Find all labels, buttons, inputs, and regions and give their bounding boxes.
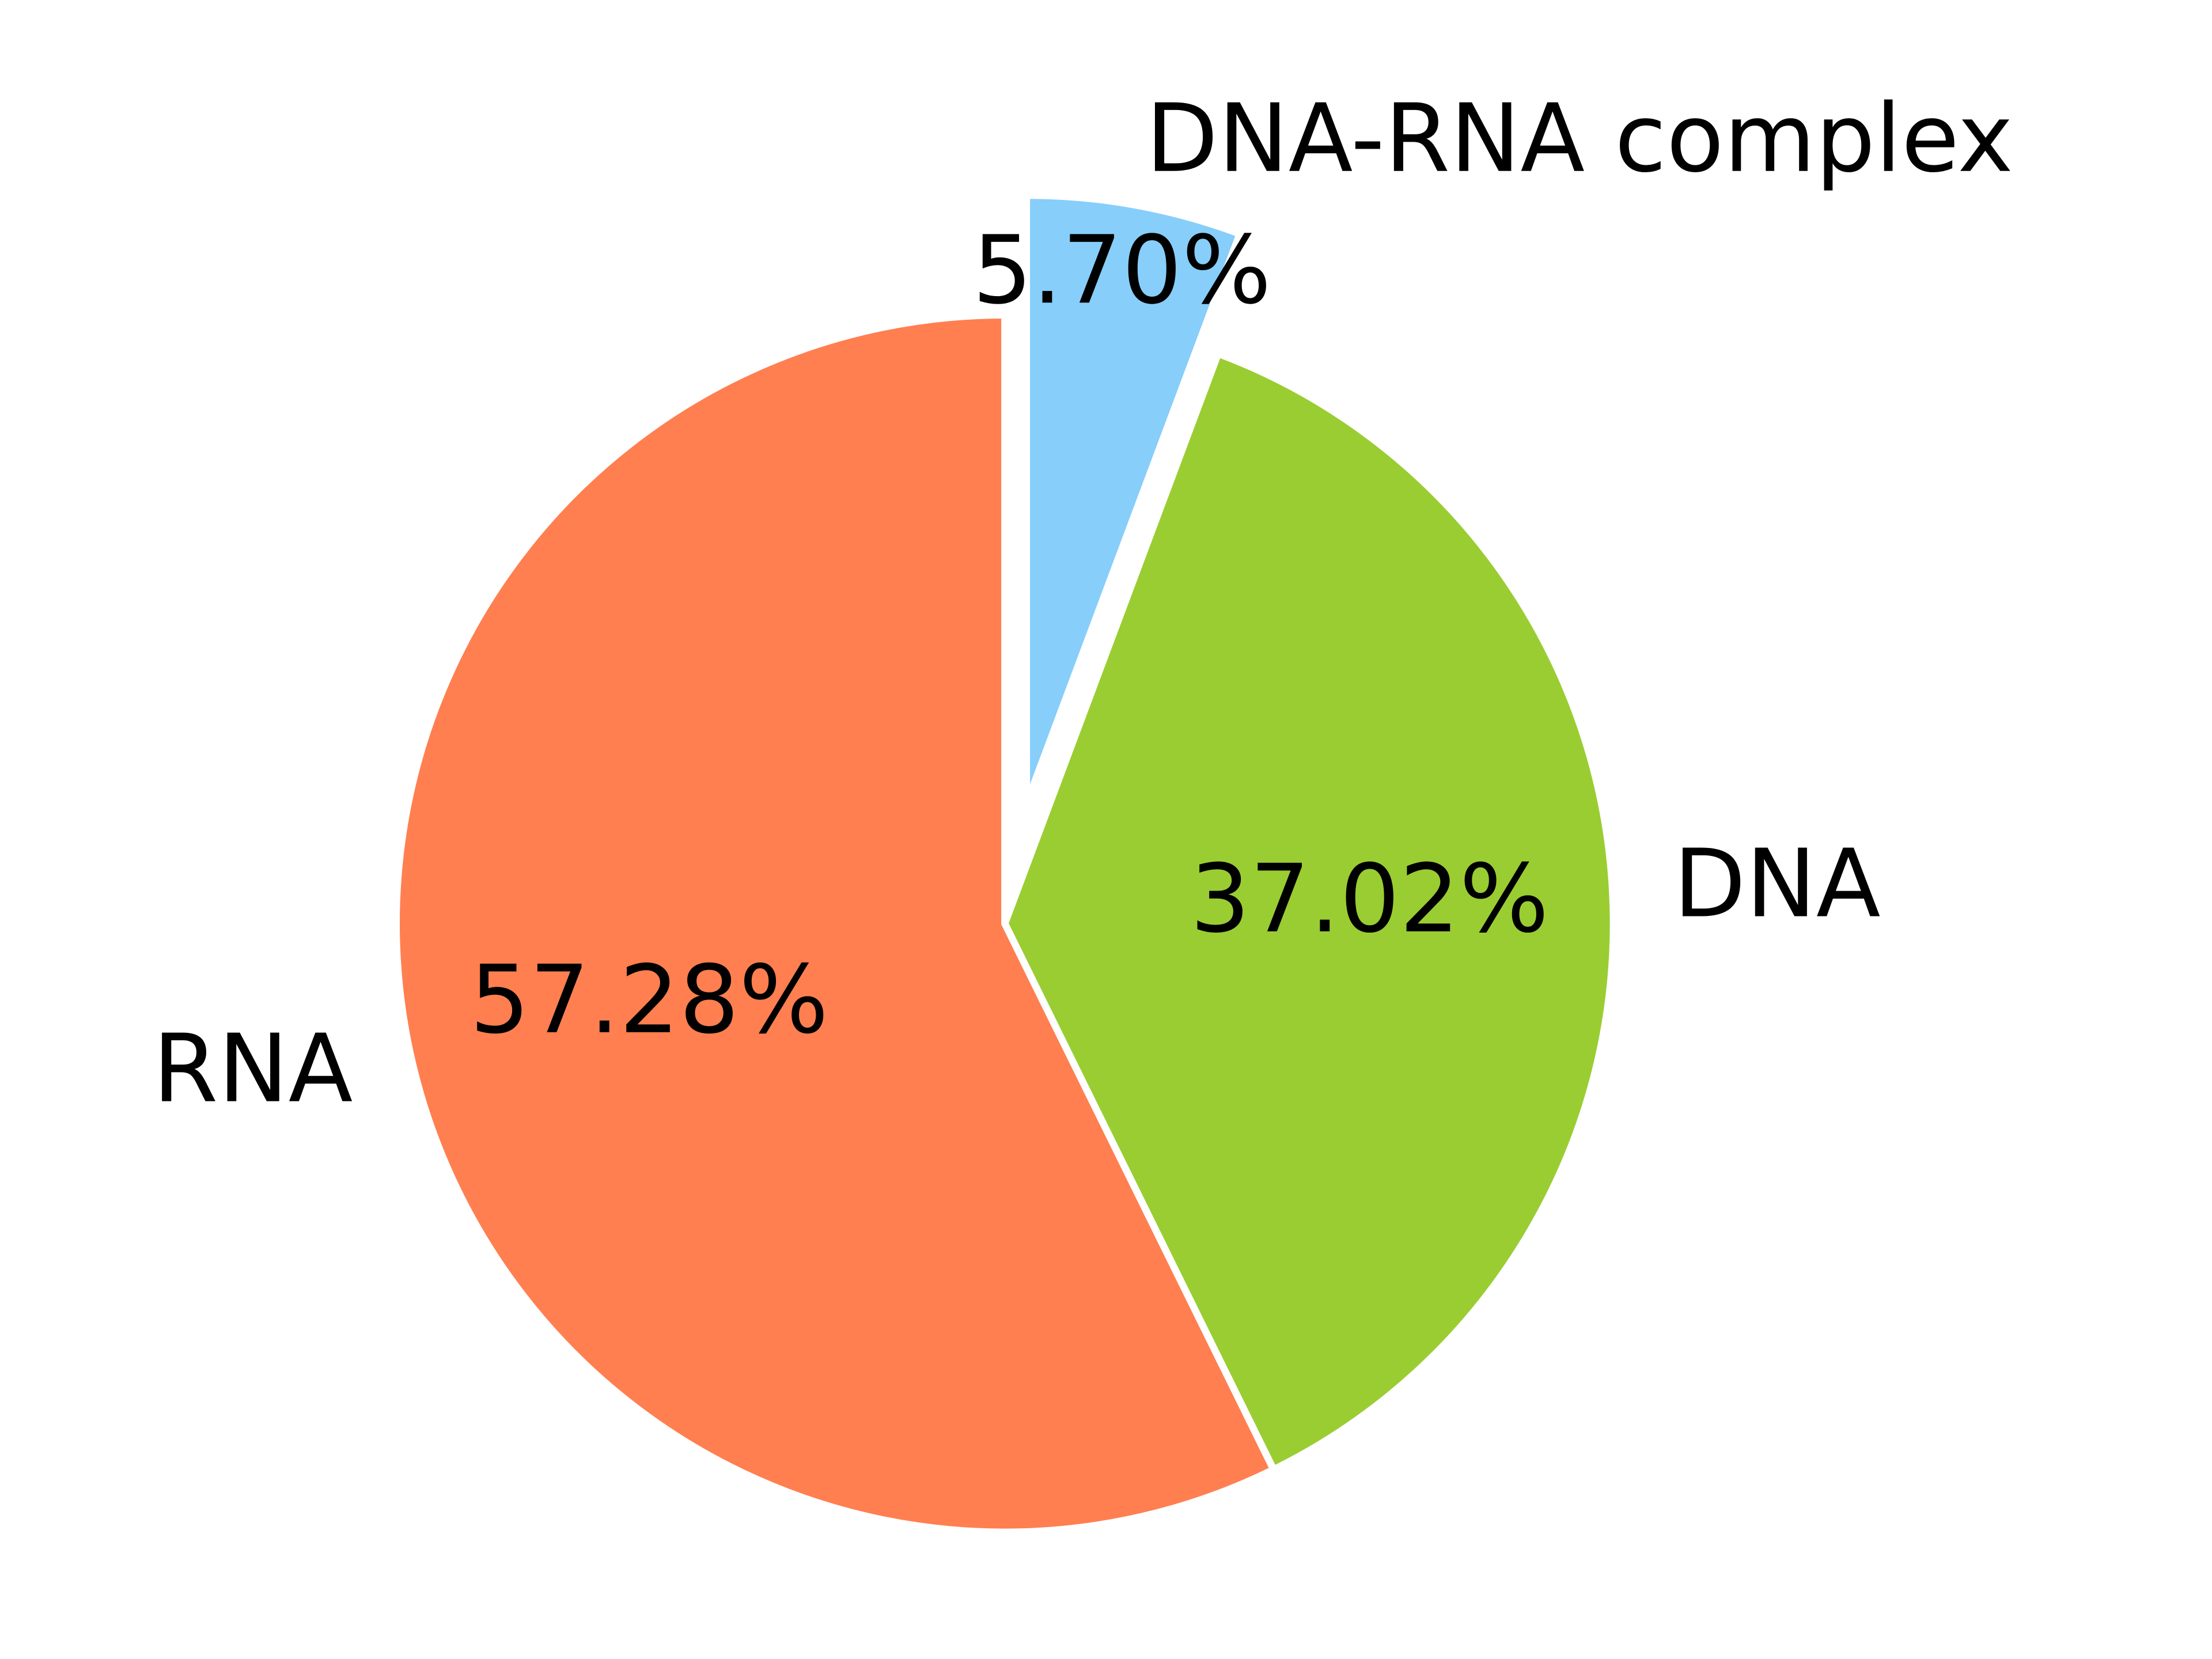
pie-slice [1001, 349, 1617, 1475]
pie-slice [392, 311, 1279, 1536]
slice-label: DNA-RNA complex [1146, 84, 2013, 194]
slice-label: DNA [1673, 829, 1881, 939]
percent-label: 57.28% [470, 945, 829, 1055]
slice-label: RNA [153, 1014, 353, 1124]
pie-slice [1022, 191, 1245, 805]
percent-label: 37.02% [1190, 844, 1549, 954]
percent-label: 5.70% [972, 215, 1271, 325]
